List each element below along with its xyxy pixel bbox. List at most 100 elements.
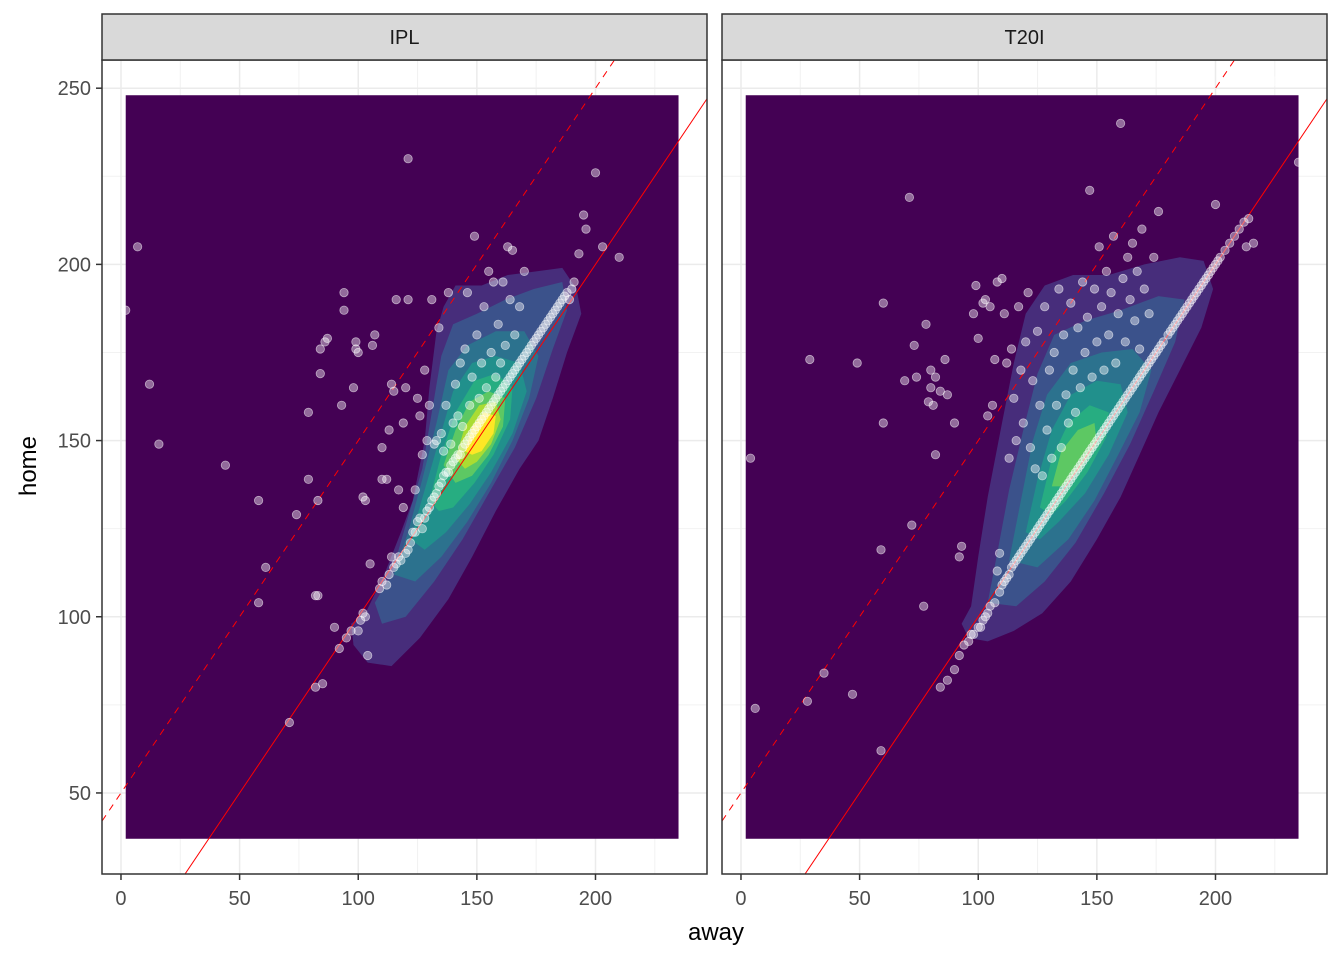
data-point	[396, 555, 406, 566]
data-point	[412, 393, 423, 403]
data-point	[1068, 365, 1078, 375]
data-point	[382, 580, 392, 590]
data-point	[448, 418, 458, 428]
data-point	[1028, 376, 1038, 386]
data-point	[417, 524, 427, 534]
data-point	[1270, 76, 1280, 86]
density-band-level-8	[465, 412, 496, 455]
data-point	[472, 330, 482, 340]
data-point	[1113, 309, 1123, 319]
data-point	[964, 636, 974, 647]
x-tick-label: 200	[579, 888, 612, 910]
data-point	[1030, 464, 1040, 474]
data-point	[992, 566, 1002, 576]
data-point	[987, 400, 998, 410]
data-point	[365, 559, 375, 569]
data-point	[450, 379, 461, 389]
data-point	[581, 224, 591, 234]
data-point	[455, 358, 465, 368]
data-point	[514, 302, 525, 312]
data-point	[980, 294, 991, 305]
data-point	[930, 450, 941, 460]
data-point	[254, 495, 264, 506]
reference-line-dashed	[722, 60, 1236, 822]
data-point	[1101, 266, 1112, 276]
data-point	[410, 485, 420, 495]
data-point	[491, 372, 501, 382]
data-point	[985, 601, 995, 611]
data-point	[346, 626, 356, 636]
data-point	[1078, 277, 1088, 287]
data-point	[1011, 435, 1021, 446]
data-point	[990, 598, 1000, 608]
data-point	[1139, 284, 1149, 294]
reference-line-solid	[804, 98, 1327, 874]
data-point	[1118, 273, 1128, 284]
data-point	[928, 400, 938, 410]
data-point	[949, 418, 960, 428]
data-point	[403, 154, 413, 164]
reference-line-dashed	[102, 60, 616, 822]
data-point	[360, 495, 370, 506]
data-point	[441, 400, 451, 410]
data-point	[303, 474, 313, 484]
data-point	[954, 650, 964, 661]
density-background-tile	[125, 95, 679, 839]
facet-strip	[721, 13, 1328, 61]
data-point	[567, 284, 577, 294]
y-tick-label: 100	[58, 607, 91, 629]
data-point	[968, 309, 979, 319]
data-point	[474, 393, 484, 403]
data-point	[355, 615, 366, 625]
data-point	[377, 474, 387, 484]
data-point	[495, 358, 506, 368]
data-point	[405, 538, 415, 548]
data-point	[1044, 365, 1055, 375]
data-point	[852, 358, 862, 368]
data-point	[462, 287, 472, 298]
data-point	[942, 390, 953, 400]
data-point	[1225, 238, 1235, 248]
data-point	[1234, 224, 1244, 234]
data-point	[1248, 238, 1259, 248]
data-point	[476, 358, 487, 368]
data-point	[329, 622, 340, 632]
data-point	[486, 347, 496, 358]
data-point	[313, 495, 323, 506]
data-point	[505, 294, 515, 305]
data-point	[1002, 358, 1012, 368]
data-point	[261, 562, 271, 573]
data-point	[1135, 344, 1145, 354]
data-point	[446, 439, 456, 449]
data-point	[1137, 224, 1147, 234]
data-point	[564, 294, 575, 305]
x-tick-label: 100	[342, 888, 375, 910]
data-point	[1108, 231, 1119, 241]
data-point	[1153, 206, 1164, 217]
data-point	[935, 682, 945, 692]
data-point	[391, 294, 401, 305]
data-point	[420, 513, 430, 523]
data-point	[121, 305, 131, 315]
data-point	[1063, 418, 1074, 428]
data-point	[971, 280, 981, 291]
data-point	[802, 696, 813, 706]
data-point	[935, 386, 945, 396]
panel-t20i: T20I	[721, 13, 1328, 875]
data-point	[339, 287, 349, 298]
data-point	[441, 467, 451, 477]
data-point	[1097, 302, 1107, 312]
data-point	[500, 340, 510, 350]
x-tick-label: 200	[1199, 888, 1232, 910]
data-point	[367, 340, 378, 350]
data-point	[745, 453, 756, 463]
data-point	[438, 446, 449, 456]
data-point	[403, 294, 413, 305]
x-tick-label: 0	[115, 888, 126, 910]
y-tick-label: 200	[58, 254, 91, 276]
data-point	[1210, 199, 1221, 210]
data-point	[353, 626, 363, 636]
data-point	[393, 485, 404, 495]
data-point	[434, 323, 444, 333]
